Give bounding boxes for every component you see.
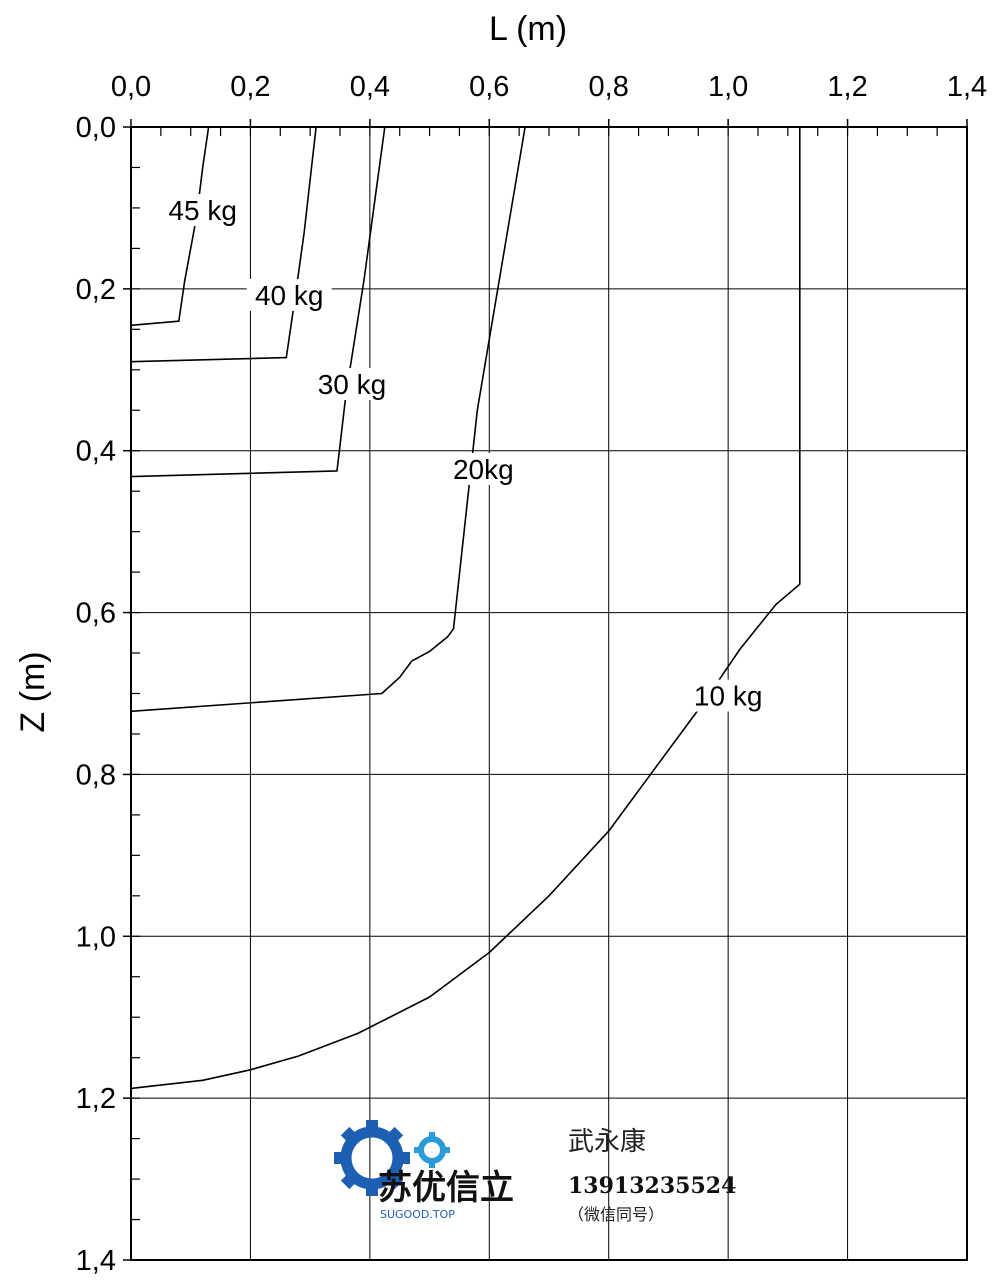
contour-label: 40 kg [255, 280, 324, 311]
x-tick-label: 1,0 [708, 71, 748, 103]
x-axis-title: L (m) [489, 10, 567, 48]
watermark: 苏优信立 SUGOOD.TOP 武永康 13913235524 （微信同号） [334, 1120, 736, 1224]
contour-line-1 [130, 126, 317, 363]
contour-label-bg [309, 368, 395, 401]
y-tick-label: 1,0 [76, 921, 116, 953]
contour-line-4 [130, 127, 801, 1090]
contour-line-0 [130, 126, 210, 327]
x-tick-label: 0,0 [111, 71, 151, 103]
gear-small-icon [414, 1132, 450, 1168]
watermark-url: SUGOOD.TOP [380, 1208, 455, 1221]
contour-label-bg [685, 679, 771, 712]
y-tick-label: 1,4 [76, 1245, 116, 1277]
watermark-brand: 苏优信立 [378, 1168, 514, 1208]
contour-label-bg [160, 194, 246, 227]
y-tick-labels: 0,0 0,2 0,4 0,6 0,8 1,0 1,2 1,4 [76, 112, 116, 1277]
contour-labels: 45 kg 40 kg 30 kg 20kg 10 kg [160, 194, 771, 712]
x-tick-label: 1,4 [947, 71, 987, 103]
y-tick-label: 0,6 [76, 598, 116, 630]
x-tick-label: 1,2 [827, 71, 867, 103]
plot-frame [130, 126, 968, 1261]
watermark-name: 武永康 [568, 1127, 646, 1157]
x-tick-label: 0,8 [589, 71, 629, 103]
x-tick-label: 0,6 [469, 71, 509, 103]
contour-lines [130, 126, 801, 1090]
minor-ticks [123, 119, 968, 1261]
contour-label: 20kg [453, 454, 514, 485]
y-tick-label: 0,0 [76, 112, 116, 144]
contour-label: 45 kg [168, 195, 237, 226]
x-tick-label: 0,4 [350, 71, 390, 103]
contour-label: 30 kg [318, 369, 387, 400]
y-axis-title: Z (m) [14, 651, 52, 732]
y-tick-label: 0,4 [76, 436, 116, 468]
y-tick-label: 1,2 [76, 1083, 116, 1115]
watermark-note: （微信同号） [568, 1205, 664, 1224]
watermark-phone: 13913235524 [568, 1173, 736, 1199]
y-tick-label: 0,8 [76, 759, 116, 791]
x-tick-label: 0,2 [230, 71, 270, 103]
x-tick-labels: 0,0 0,2 0,4 0,6 0,8 1,0 1,2 1,4 [111, 71, 987, 103]
contour-label: 10 kg [694, 681, 763, 712]
contour-label-bg [246, 278, 332, 311]
contour-label-bg [448, 452, 519, 485]
y-tick-label: 0,2 [76, 274, 116, 306]
